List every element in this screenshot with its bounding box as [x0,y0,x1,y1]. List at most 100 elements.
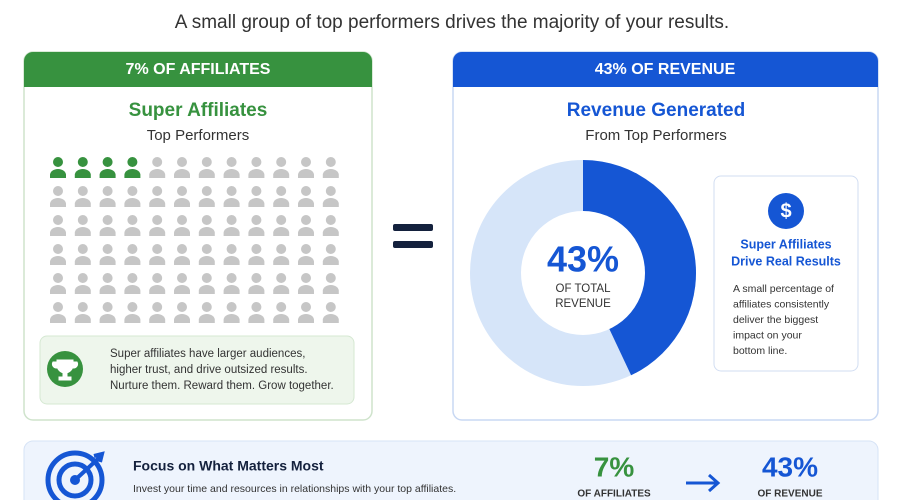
person-body [99,314,116,323]
person-body [198,169,215,178]
note-line: higher trust, and drive outsized results… [110,364,308,376]
person-body [124,285,141,294]
person-icon [223,273,240,294]
person-icon [248,215,265,236]
person-head [201,302,212,312]
person-head [251,244,262,254]
person-body [99,256,116,265]
person-icon [99,215,116,236]
person-head [127,157,138,167]
person-head [226,244,237,254]
person-body [149,285,166,294]
person-head [276,273,287,283]
person-head [201,157,212,167]
person-head [77,157,88,167]
person-body [298,169,314,178]
person-body [198,198,215,207]
person-body [99,198,116,207]
person-icon [322,273,339,294]
person-head [53,244,63,254]
person-head [177,186,187,196]
person-body [273,285,290,294]
person-body [74,256,91,265]
person-head [325,186,336,196]
person-icon [198,157,215,178]
note-box [39,335,355,405]
person-icon [298,273,314,294]
person-head [301,186,311,196]
affiliates-subtitle: Top Performers [147,127,250,144]
person-head [251,186,262,196]
person-head [102,186,113,196]
person-head [53,186,63,196]
person-head [226,215,237,225]
callout-line: A small percentage of [733,283,834,295]
equals-sign [393,241,433,248]
footer-card [23,440,879,500]
callout-line: affiliates consistently [733,298,830,310]
person-body [198,256,215,265]
person-body [99,227,116,236]
person-head [77,302,88,312]
person-head [53,273,63,283]
person-body [248,314,265,323]
equals-sign [393,224,433,231]
revenue-header-band [453,52,878,87]
person-icon [298,302,314,323]
person-body [124,227,141,236]
person-body [124,314,141,323]
person-icon [99,186,116,207]
callout-title: Drive Real Results [731,254,841,268]
person-head [77,244,88,254]
person-head [276,215,287,225]
person-body [248,227,265,236]
person-body [273,256,290,265]
person-icon [223,157,240,178]
donut-caption: REVENUE [555,298,611,310]
affiliates-title: Super Affiliates [129,100,268,121]
person-head [102,273,113,283]
person-body [149,198,166,207]
person-head [102,157,113,167]
person-head [226,186,237,196]
person-body [74,198,91,207]
person-body [174,198,190,207]
person-body [198,285,215,294]
person-icon [50,157,66,178]
donut-caption: OF TOTAL [556,283,612,295]
person-head [301,244,311,254]
person-body [223,314,240,323]
person-icon [248,157,265,178]
person-body [298,256,314,265]
person-body [50,314,66,323]
person-icon [174,157,190,178]
person-icon [273,215,290,236]
person-body [149,169,166,178]
person-icon [124,244,141,265]
person-icon [198,215,215,236]
person-body [174,285,190,294]
person-icon [248,244,265,265]
person-head [177,273,187,283]
person-body [74,169,91,178]
callout-title: Super Affiliates [740,237,831,251]
person-body [124,256,141,265]
footer-body: Invest your time and resources in relati… [133,483,456,495]
person-body [149,227,166,236]
person-body [198,227,215,236]
person-icon [124,186,141,207]
person-icon [223,244,240,265]
footer-arrow [686,473,721,493]
note-line: Nurture them. Reward them. Grow together… [110,380,334,392]
person-icon [74,273,91,294]
person-icon [149,302,166,323]
person-body [322,256,339,265]
person-icon [124,215,141,236]
person-body [174,169,190,178]
person-head [251,215,262,225]
person-icon [74,186,91,207]
dollar-icon [768,193,804,229]
person-icon [50,186,66,207]
person-icon [273,302,290,323]
